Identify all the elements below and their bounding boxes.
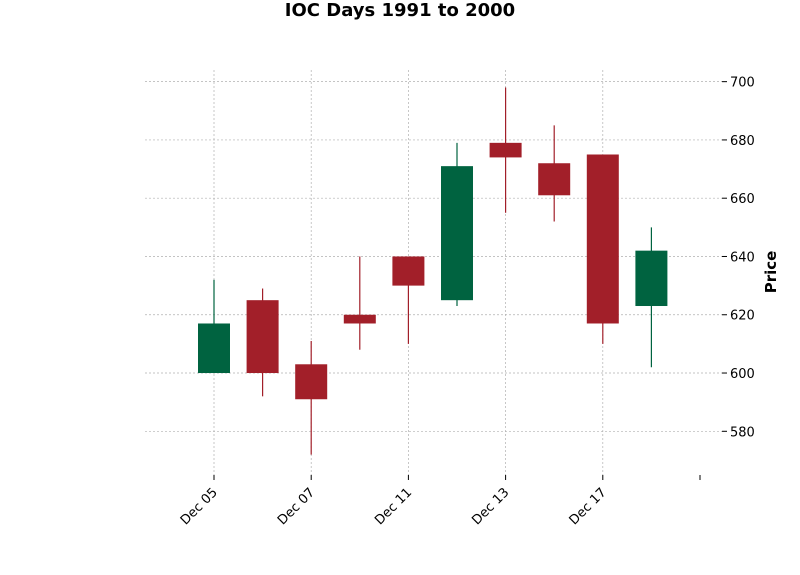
x-tick-label: Dec 13 (469, 485, 512, 528)
candle-body-up (198, 323, 230, 374)
y-tick-label: 640 (730, 250, 755, 265)
x-tick-label: Dec 11 (372, 485, 415, 528)
y-tick-label: 580 (730, 425, 755, 440)
candle-body-up (635, 250, 668, 307)
candles (198, 87, 668, 455)
candle-body-down (489, 142, 522, 158)
x-tick-label: Dec 07 (275, 485, 318, 528)
candle-body-down (246, 300, 279, 374)
x-tick-label: Dec 05 (178, 485, 221, 528)
y-tick-label: 660 (730, 192, 755, 207)
chart-title: IOC Days 1991 to 2000 (284, 0, 516, 21)
y-tick-label: 620 (730, 309, 755, 324)
candle-body-up (441, 166, 473, 301)
candle-body-down (295, 364, 328, 400)
y-tick-label: 680 (730, 134, 755, 149)
grid (145, 70, 722, 475)
candle-body-down (392, 256, 425, 286)
candle-body-down (538, 163, 571, 196)
y-axis-label: Price (762, 251, 780, 294)
candle-body-down (586, 154, 619, 324)
y-tick-label: 700 (730, 76, 755, 91)
candle-body-down (343, 314, 376, 324)
y-tick-label: 600 (730, 367, 755, 382)
x-tick-label: Dec 17 (567, 485, 610, 528)
